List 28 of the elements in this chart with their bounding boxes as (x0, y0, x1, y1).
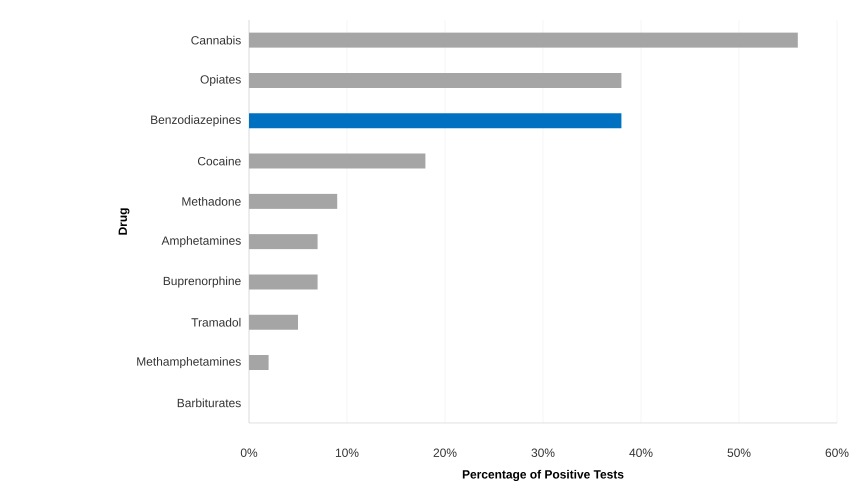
bar (249, 314, 298, 330)
x-tick-label: 10% (336, 448, 359, 457)
y-tick-label: Opiates (200, 74, 241, 86)
y-tick-label: Barbiturates (178, 398, 241, 408)
y-tick-label: Cocaine (198, 156, 241, 166)
y-axis-title: Drug (118, 208, 130, 235)
bar (249, 113, 622, 128)
bar (249, 355, 269, 370)
y-tick-label: Tramadol (191, 318, 240, 327)
y-tick-label: Buprenorphine (164, 276, 241, 288)
x-tick-label: 50% (728, 448, 751, 457)
y-tick-label: Methamphetamines (137, 356, 241, 368)
x-tick-label: 30% (532, 448, 555, 457)
bar (249, 274, 318, 290)
y-tick-label: Methadone (182, 196, 241, 206)
x-tick-label: 40% (629, 448, 653, 457)
x-tick-label: 60% (826, 448, 849, 457)
y-tick-label: Cannabis (191, 36, 241, 45)
x-axis-title: Percentage of Positive Tests (462, 470, 624, 482)
bar (249, 194, 338, 209)
x-tick-label: 0% (240, 448, 258, 457)
y-tick-label: Amphetamines (162, 236, 241, 248)
bar (249, 234, 318, 250)
bar (249, 154, 426, 169)
bar (249, 32, 798, 48)
bar (249, 72, 622, 88)
x-tick-label: 20% (434, 448, 457, 457)
y-tick-label: Benzodiazepines (151, 115, 241, 126)
